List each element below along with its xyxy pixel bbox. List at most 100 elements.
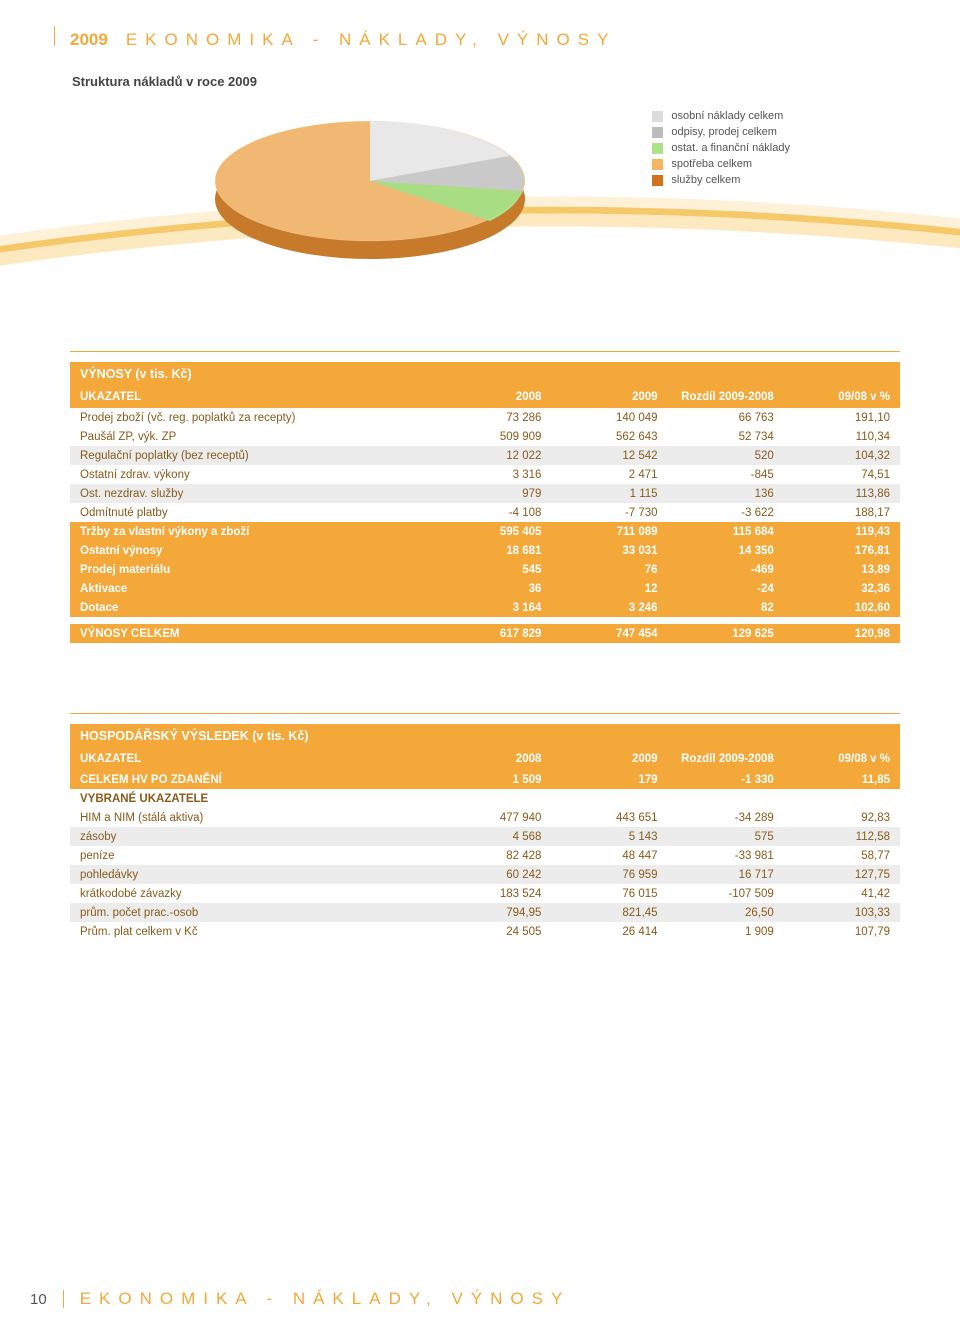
- cell: -33 981: [668, 846, 784, 865]
- legend-item: osobní náklady celkem: [652, 109, 790, 125]
- cell: 747 454: [551, 624, 667, 643]
- table-row: Prodej materiálu54576-46913,89: [70, 560, 900, 579]
- cell: Prodej zboží (vč. reg. poplatků za recep…: [70, 408, 435, 427]
- cell: 179: [551, 770, 667, 789]
- cell: Aktivace: [70, 579, 435, 598]
- chart-legend: osobní náklady celkem odpisy, prodej cel…: [652, 109, 790, 189]
- cell: -24: [668, 579, 784, 598]
- cell: 2 471: [551, 465, 667, 484]
- cell: 82 428: [435, 846, 551, 865]
- cell: Dotace: [70, 598, 435, 617]
- cell: 183 524: [435, 884, 551, 903]
- cell: 136: [668, 484, 784, 503]
- cell: 48 447: [551, 846, 667, 865]
- legend-label: spotřeba celkem: [671, 157, 752, 173]
- legend-item: odpisy, prodej celkem: [652, 125, 790, 141]
- result-table: UKAZATEL 2008 2009 Rozdíl 2009-2008 09/0…: [70, 748, 900, 941]
- footer-section-title: EKONOMIKA - NÁKLADY, VÝNOSY: [80, 1289, 571, 1309]
- th: 09/08 v %: [784, 748, 900, 770]
- section-cell: VYBRANÉ UKAZATELE: [70, 789, 900, 808]
- cell: 129 625: [668, 624, 784, 643]
- table-row: Dotace3 1643 24682102,60: [70, 598, 900, 617]
- cell: 104,32: [784, 446, 900, 465]
- cell: HIM a NIM (stálá aktiva): [70, 808, 435, 827]
- cell: 575: [668, 827, 784, 846]
- cell: 176,81: [784, 541, 900, 560]
- cell: 60 242: [435, 865, 551, 884]
- swatch-icon: [652, 143, 663, 154]
- cell: 110,34: [784, 427, 900, 446]
- cell: 58,77: [784, 846, 900, 865]
- cell: 794,95: [435, 903, 551, 922]
- table-row: Ostatní výnosy18 68133 03114 350176,81: [70, 541, 900, 560]
- cell: 4 568: [435, 827, 551, 846]
- cell: 979: [435, 484, 551, 503]
- th: UKAZATEL: [70, 748, 435, 770]
- cell: Prům. plat celkem v Kč: [70, 922, 435, 941]
- cell: -845: [668, 465, 784, 484]
- swatch-icon: [652, 127, 663, 138]
- cell: 120,98: [784, 624, 900, 643]
- th: Rozdíl 2009-2008: [668, 386, 784, 408]
- cell: -107 509: [668, 884, 784, 903]
- page-footer: 10 EKONOMIKA - NÁKLADY, VÝNOSY: [0, 1289, 960, 1309]
- cell: 520: [668, 446, 784, 465]
- table-row: VÝNOSY CELKEM617 829747 454129 625120,98: [70, 624, 900, 643]
- pie-chart: [190, 101, 550, 296]
- cell: 119,43: [784, 522, 900, 541]
- table-row: Odmítnuté platby-4 108-7 730-3 622188,17: [70, 503, 900, 522]
- table-row: Tržby za vlastní výkony a zboží595 40571…: [70, 522, 900, 541]
- cell: 107,79: [784, 922, 900, 941]
- cell: 76: [551, 560, 667, 579]
- cell: Regulační poplatky (bez receptů): [70, 446, 435, 465]
- cell: 74,51: [784, 465, 900, 484]
- cell: CELKEM HV PO ZDANĚNÍ: [70, 770, 435, 789]
- table-header-row: UKAZATEL 2008 2009 Rozdíl 2009-2008 09/0…: [70, 386, 900, 408]
- revenue-table: UKAZATEL 2008 2009 Rozdíl 2009-2008 09/0…: [70, 386, 900, 643]
- th: 2009: [551, 386, 667, 408]
- th: 2009: [551, 748, 667, 770]
- cell: 66 763: [668, 408, 784, 427]
- pie-chart-block: osobní náklady celkem odpisy, prodej cel…: [70, 107, 900, 337]
- cell: 12 542: [551, 446, 667, 465]
- section-title: EKONOMIKA - NÁKLADY, VÝNOSY: [126, 30, 617, 50]
- cell: 1 909: [668, 922, 784, 941]
- table-row: Aktivace3612-2432,36: [70, 579, 900, 598]
- table-row: Prodej zboží (vč. reg. poplatků za recep…: [70, 408, 900, 427]
- cell: Ostatní výnosy: [70, 541, 435, 560]
- cell: 52 734: [668, 427, 784, 446]
- cell: 140 049: [551, 408, 667, 427]
- legend-item: spotřeba celkem: [652, 157, 790, 173]
- year-label: 2009: [70, 30, 108, 50]
- header-rule: [54, 26, 55, 46]
- cell: 32,36: [784, 579, 900, 598]
- legend-label: odpisy, prodej celkem: [671, 125, 777, 141]
- cell: -469: [668, 560, 784, 579]
- divider-line: [70, 713, 900, 714]
- cell: -1 330: [668, 770, 784, 789]
- cell: krátkodobé závazky: [70, 884, 435, 903]
- table-row: CELKEM HV PO ZDANĚNÍ1 509179-1 33011,85: [70, 770, 900, 789]
- cell: 12: [551, 579, 667, 598]
- page-header: 2009 EKONOMIKA - NÁKLADY, VÝNOSY: [70, 30, 900, 50]
- cell: 3 246: [551, 598, 667, 617]
- cell: 545: [435, 560, 551, 579]
- cell: 443 651: [551, 808, 667, 827]
- table-row: VYBRANÉ UKAZATELE: [70, 789, 900, 808]
- cell: 191,10: [784, 408, 900, 427]
- cell: Odmítnuté platby: [70, 503, 435, 522]
- cell: 127,75: [784, 865, 900, 884]
- cell: VÝNOSY CELKEM: [70, 624, 435, 643]
- cell: prům. počet prac.-osob: [70, 903, 435, 922]
- cell: 73 286: [435, 408, 551, 427]
- th: 2008: [435, 386, 551, 408]
- table-row: peníze82 42848 447-33 98158,77: [70, 846, 900, 865]
- table-row: prům. počet prac.-osob794,95821,4526,501…: [70, 903, 900, 922]
- cell: -34 289: [668, 808, 784, 827]
- cell: 26 414: [551, 922, 667, 941]
- cell: 477 940: [435, 808, 551, 827]
- cell: Ostatní zdrav. výkony: [70, 465, 435, 484]
- cell: 562 643: [551, 427, 667, 446]
- th: 2008: [435, 748, 551, 770]
- table-header-row: UKAZATEL 2008 2009 Rozdíl 2009-2008 09/0…: [70, 748, 900, 770]
